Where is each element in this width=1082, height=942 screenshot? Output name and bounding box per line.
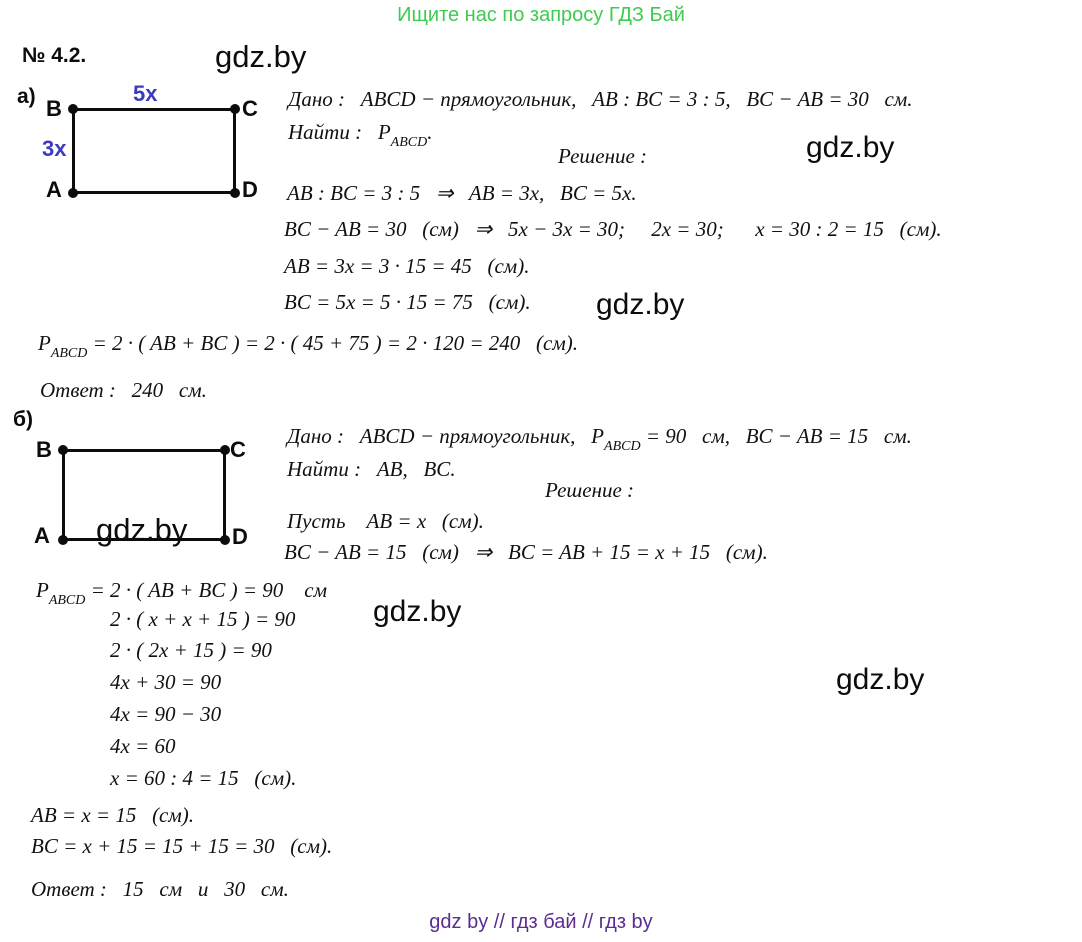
part-a-given: Дано : ABCD − прямоугольник, AB : BC = 3… xyxy=(288,87,913,111)
part-b-diff-line: BC − AB = 15 (см) ⇒ BC = AB + 15 = x + 1… xyxy=(284,540,768,564)
given-subscript: ABCD xyxy=(604,439,641,454)
part-b-answer: Ответ : 15 см и 30 см. xyxy=(31,877,289,901)
vertex-dot-c xyxy=(220,445,230,455)
vertex-dot-a xyxy=(68,188,78,198)
perimeter-post: = 2 · ( AB + BC ) = 2 · ( 45 + 75 ) = 2 … xyxy=(87,331,578,355)
promo-banner: Ищите нас по запросу ГДЗ Бай xyxy=(397,4,685,26)
find-post: . xyxy=(427,120,433,144)
vertex-dot-b xyxy=(68,104,78,114)
part-a-answer: Ответ : 240 см. xyxy=(40,378,207,402)
perimeter-post: = 2 · ( AB + BC ) = 90 см xyxy=(85,578,327,602)
vertex-label-c: C xyxy=(242,96,258,121)
find-pre: Найти : P xyxy=(288,120,391,144)
vertex-label-c: C xyxy=(230,437,246,462)
part-b-equation-1: 2 · ( x + x + 15 ) = 90 xyxy=(110,607,296,631)
part-b-solution-heading: Решение : xyxy=(545,478,635,502)
watermark-a-steps: gdz.by xyxy=(596,288,685,321)
part-a-label: а) xyxy=(17,85,36,108)
part-b-equation-5: 4x = 60 xyxy=(110,734,176,758)
part-a-step-3: AB = 3x = 3 · 15 = 45 (см). xyxy=(284,254,530,278)
watermark-b-equations: gdz.by xyxy=(373,595,462,628)
rectangle-diagram-b xyxy=(58,445,230,545)
vertex-dot-a xyxy=(58,535,68,545)
part-b-bc-result: BC = x + 15 = 15 + 15 = 30 (см). xyxy=(31,834,333,858)
part-b-ab-result: AB = x = 15 (см). xyxy=(31,803,195,827)
watermark-b-right: gdz.by xyxy=(836,663,925,696)
vertex-label-d: D xyxy=(232,524,248,549)
part-a-find: Найти : PABCD. xyxy=(288,120,432,151)
part-b-find: Найти : AB, BC. xyxy=(287,457,456,481)
vertex-label-b: B xyxy=(36,437,52,462)
watermark-top: gdz.by xyxy=(215,39,307,74)
part-b-equation-6: x = 60 : 4 = 15 (см). xyxy=(110,766,297,790)
rectangle-diagram-a xyxy=(68,104,240,198)
problem-number: № 4.2. xyxy=(22,44,87,67)
vertex-label-a: A xyxy=(34,523,50,548)
part-b-equation-4: 4x = 90 − 30 xyxy=(110,702,222,726)
perimeter-pre: P xyxy=(36,578,49,602)
vertex-dot-d xyxy=(220,535,230,545)
side-label-left-3x: 3x xyxy=(42,136,67,161)
find-subscript: ABCD xyxy=(390,135,428,150)
part-b-given: Дано : ABCD − прямоугольник, PABCD = 90 … xyxy=(287,424,912,455)
watermark-a-solution: gdz.by xyxy=(806,131,895,164)
part-b-equation-2: 2 · ( 2x + 15 ) = 90 xyxy=(110,638,272,662)
perimeter-pre: P xyxy=(38,331,51,355)
part-a-solution-heading: Решение : xyxy=(558,144,648,168)
part-a-step-2: BC − AB = 30 (см) ⇒ 5x − 3x = 30; 2x = 3… xyxy=(284,217,942,241)
given-pre: Дано : ABCD − прямоугольник, P xyxy=(287,424,605,448)
perimeter-subscript: ABCD xyxy=(48,593,86,608)
part-a-step-1: AB : BC = 3 : 5 ⇒ AB = 3x, BC = 5x. xyxy=(287,181,637,205)
vertex-label-b: B xyxy=(46,96,62,121)
vertex-dot-c xyxy=(230,104,240,114)
part-b-label: б) xyxy=(13,408,33,431)
part-a-step-4: BC = 5x = 5 · 15 = 75 (см). xyxy=(284,290,531,314)
given-post: = 90 см, BC − AB = 15 см. xyxy=(640,424,912,448)
vertex-label-a: A xyxy=(46,177,62,202)
part-a-perimeter: PABCD = 2 · ( AB + BC ) = 2 · ( 45 + 75 … xyxy=(38,331,578,362)
part-b-let-line: Пусть AB = x (см). xyxy=(287,509,484,533)
part-b-equation-3: 4x + 30 = 90 xyxy=(110,670,222,694)
watermark-b-diagram: gdz.by xyxy=(96,512,188,547)
vertex-label-d: D xyxy=(242,177,258,202)
part-b-perimeter: PABCD = 2 · ( AB + BC ) = 90 см xyxy=(36,578,327,609)
vertex-dot-d xyxy=(230,188,240,198)
side-label-top-5x: 5x xyxy=(133,81,158,106)
footer-links: gdz by // гдз бай // гдз by xyxy=(429,911,653,933)
vertex-dot-b xyxy=(58,445,68,455)
perimeter-subscript: ABCD xyxy=(50,346,88,361)
